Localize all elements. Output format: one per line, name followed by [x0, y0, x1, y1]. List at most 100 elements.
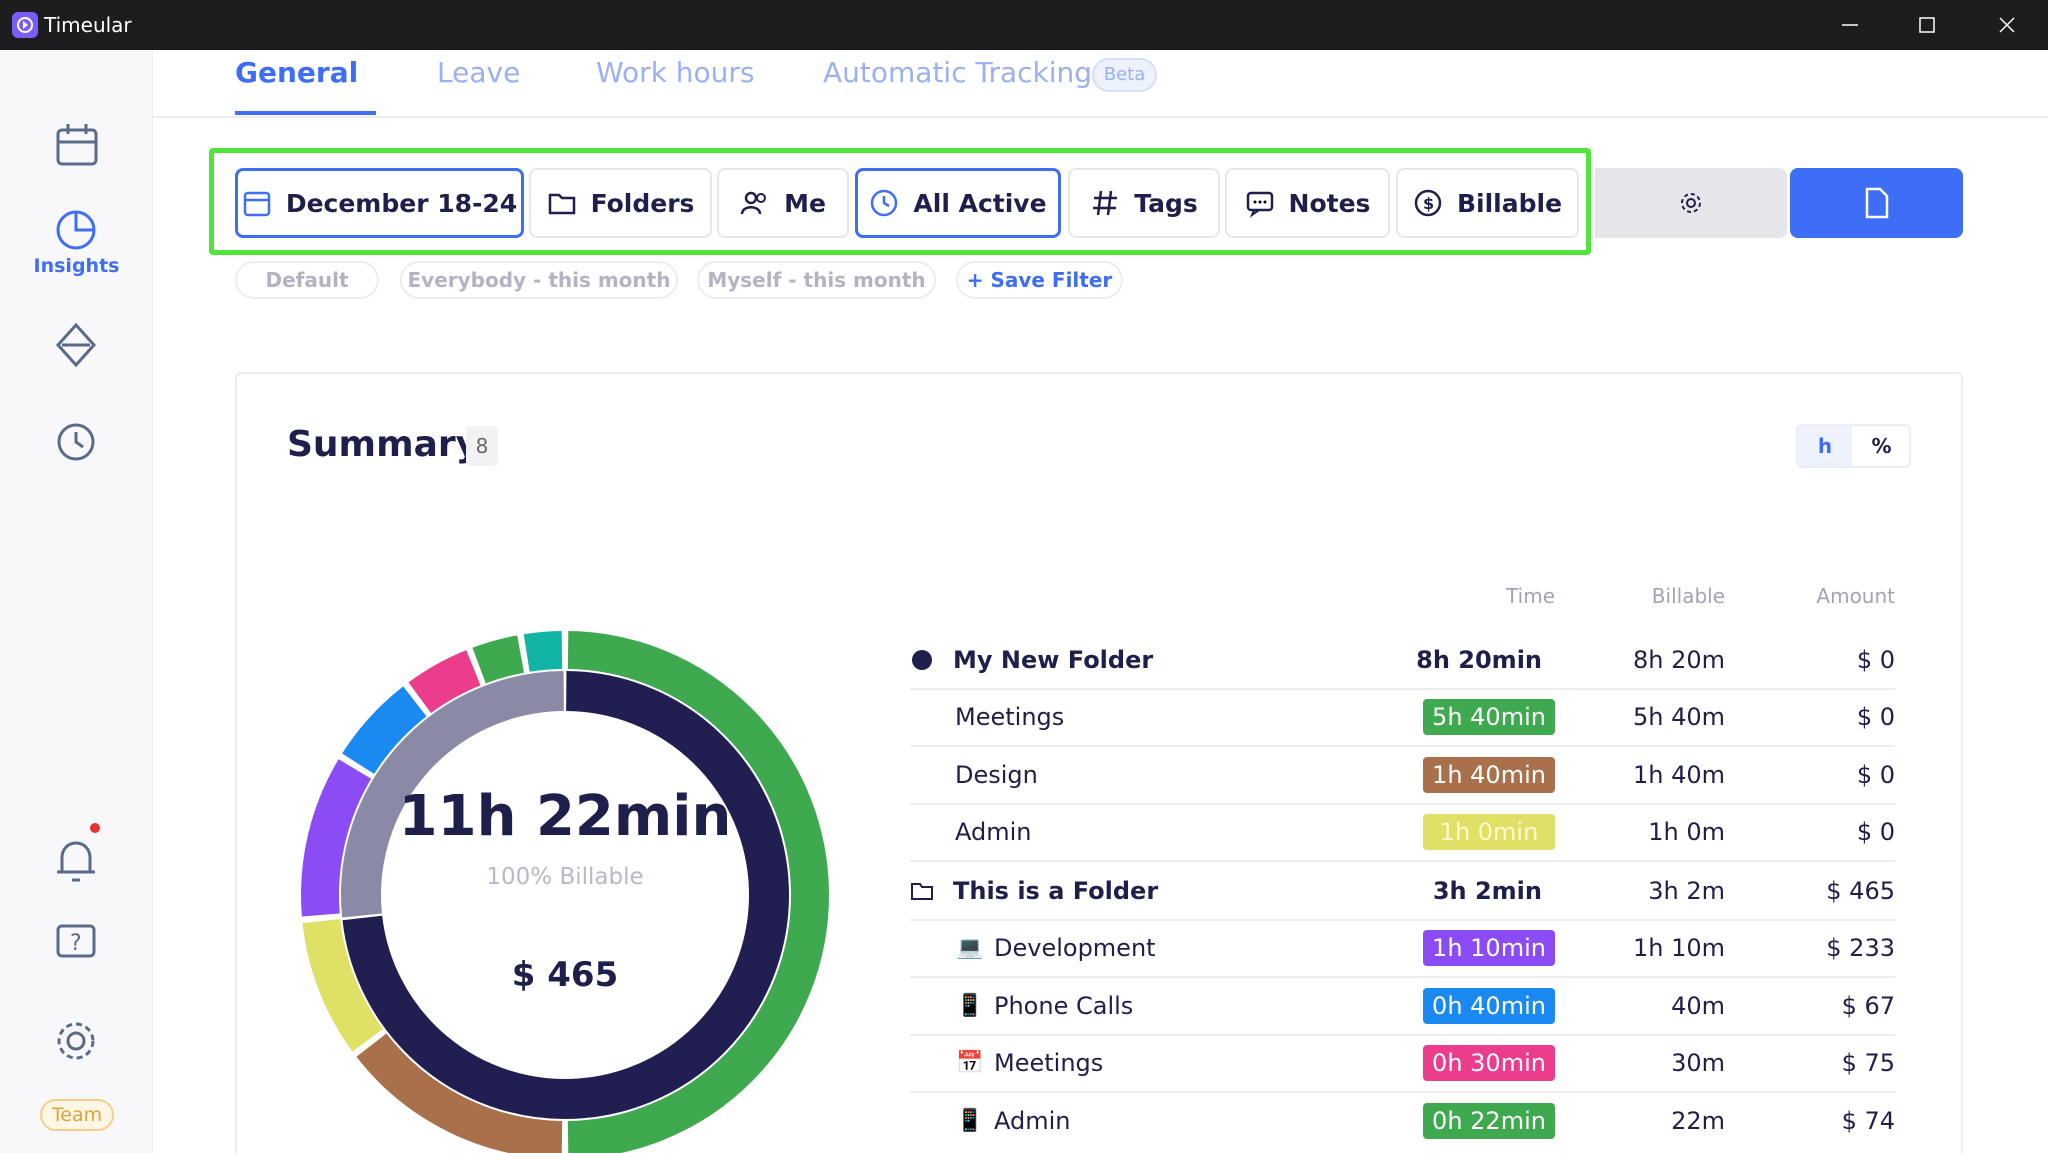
time-pill: 0h 40min: [1423, 988, 1555, 1024]
row-amount: $ 233: [1826, 934, 1895, 962]
filter-label: Notes: [1288, 188, 1371, 218]
filter-label: Me: [784, 188, 826, 218]
settings-button[interactable]: [1595, 168, 1787, 238]
row-amount: $ 0: [1856, 761, 1895, 789]
row-name: This is a Folder: [953, 877, 1159, 905]
row-billable: 8h 20m: [1632, 646, 1725, 674]
row-icon: 📱: [956, 993, 984, 1019]
filter-button[interactable]: December 18-24: [235, 168, 524, 238]
row-separator: [910, 1091, 1895, 1093]
summary-title: Summary: [287, 424, 480, 465]
row-billable: 22m: [1671, 1107, 1725, 1135]
sidebar-label: Insights: [33, 255, 120, 277]
donut-billable: 100% Billable: [486, 864, 644, 890]
row-amount: $ 0: [1856, 703, 1895, 731]
filter-button[interactable]: $ Billable: [1396, 168, 1579, 238]
toggle-option[interactable]: %: [1871, 434, 1892, 458]
donut-segment: [523, 631, 563, 672]
filter-button[interactable]: Tags: [1068, 168, 1220, 238]
row-separator: [910, 1034, 1895, 1036]
tab[interactable]: Automatic Tracking: [823, 56, 1093, 89]
time-pill: 1h 40min: [1423, 757, 1555, 793]
tab[interactable]: Work hours: [596, 56, 755, 89]
row-name: Meetings: [994, 1049, 1104, 1077]
filter-label: Billable: [1456, 188, 1563, 218]
row-time: 3h 2min: [1432, 877, 1542, 905]
filter-button[interactable]: Notes: [1225, 168, 1390, 238]
title-bar: Timeular: [0, 0, 2048, 50]
saved-filter-chip[interactable]: Myself - this month: [697, 261, 936, 299]
tab-underline: [235, 111, 376, 115]
row-time: 8h 20min: [1416, 646, 1542, 674]
donut-amount: $ 465: [511, 955, 619, 995]
row-amount: $ 465: [1826, 877, 1895, 905]
row-name: Design: [955, 761, 1038, 789]
time-pill: 5h 40min: [1423, 699, 1555, 735]
row-amount: $ 0: [1856, 646, 1895, 674]
time-pill: 1h 0min: [1423, 814, 1555, 850]
row-name: My New Folder: [953, 646, 1154, 674]
folder-icon: [910, 879, 934, 907]
donut-total: 11h 22min: [398, 784, 732, 849]
column-header: Time: [1506, 584, 1555, 608]
row-icon: 📅: [956, 1050, 984, 1076]
summary-count: 8: [466, 426, 498, 466]
column-header: Billable: [1651, 584, 1725, 608]
row-amount: $ 67: [1841, 992, 1895, 1020]
row-separator: [910, 803, 1895, 805]
filter-label: Tags: [1134, 188, 1198, 218]
row-billable: 30m: [1671, 1049, 1725, 1077]
toggle-option[interactable]: h: [1798, 426, 1852, 466]
window-controls[interactable]: [1830, 10, 2040, 40]
saved-filter-chip[interactable]: + Save Filter: [956, 261, 1123, 299]
saved-filter-chip[interactable]: Default: [235, 261, 379, 299]
donut-segment: [302, 918, 384, 1052]
donut-segment: [342, 686, 427, 775]
donut-segment: [567, 631, 829, 1153]
sidebar-icons[interactable]: ?: [0, 50, 153, 1153]
row-separator: [910, 976, 1895, 978]
filter-label: December 18-24: [285, 188, 518, 218]
donut-chart: [301, 631, 829, 1153]
row-separator: [910, 745, 1895, 747]
plan-badge[interactable]: Team: [40, 1099, 114, 1131]
row-billable: 5h 40m: [1632, 703, 1725, 731]
row-name: Development: [994, 934, 1156, 962]
row-amount: $ 75: [1841, 1049, 1895, 1077]
filter-button[interactable]: Folders: [529, 168, 712, 238]
tab[interactable]: Leave: [437, 56, 521, 89]
column-header: Amount: [1816, 584, 1895, 608]
row-name: Admin: [994, 1107, 1071, 1135]
export-button[interactable]: [1790, 168, 1963, 238]
donut-segment: [341, 671, 565, 918]
saved-filter-chip[interactable]: Everybody - this month: [400, 261, 678, 299]
row-billable: 1h 0m: [1648, 818, 1725, 846]
filter-label: All Active: [913, 188, 1047, 218]
filter-button[interactable]: Me: [717, 168, 849, 238]
row-name: Phone Calls: [994, 992, 1134, 1020]
unit-toggle: [1796, 424, 1911, 468]
tab-divider: [153, 116, 2048, 118]
row-billable: 1h 40m: [1632, 761, 1725, 789]
svg-text:$: $: [1423, 194, 1434, 213]
row-icon: 💻: [956, 935, 984, 961]
row-name: Meetings: [955, 703, 1065, 731]
row-separator: [910, 688, 1895, 690]
sidebar: ? Insights Team: [0, 50, 153, 1153]
row-amount: $ 74: [1841, 1107, 1895, 1135]
folder-icon: [910, 648, 934, 676]
tab[interactable]: General: [235, 56, 359, 89]
row-billable: 1h 10m: [1632, 934, 1725, 962]
highlight-box: [209, 148, 1591, 255]
filter-label: Folders: [590, 188, 695, 218]
row-amount: $ 0: [1856, 818, 1895, 846]
row-name: Admin: [955, 818, 1032, 846]
donut-segment: [301, 759, 372, 917]
filter-button[interactable]: All Active: [855, 168, 1061, 238]
beta-badge: Beta: [1092, 58, 1157, 92]
donut-segment: [408, 650, 481, 714]
app-icon: [12, 12, 38, 38]
svg-text:?: ?: [70, 931, 82, 956]
summary-card: [235, 372, 1963, 1153]
